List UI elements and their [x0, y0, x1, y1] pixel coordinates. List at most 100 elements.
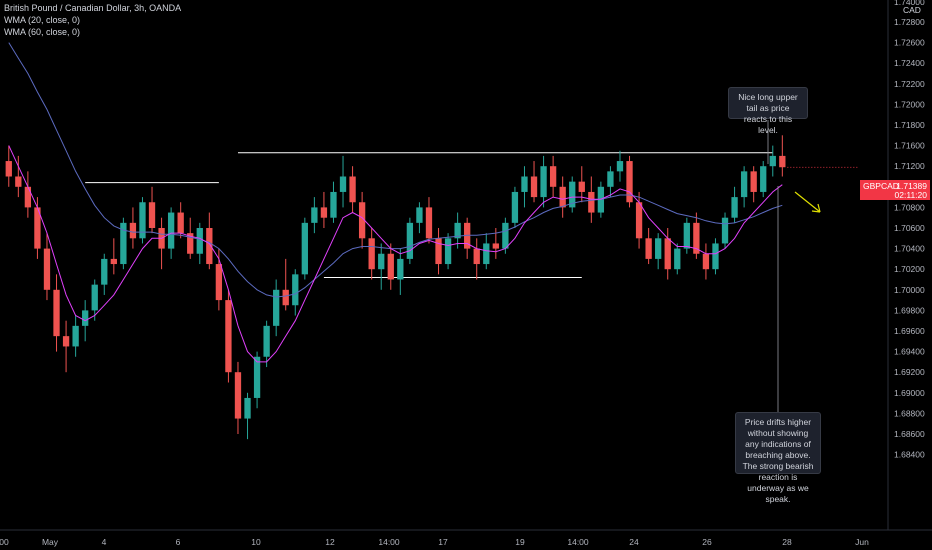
- candle-body: [750, 171, 757, 192]
- candle-44: [425, 197, 433, 244]
- candle-body: [120, 222, 127, 265]
- candle-12: [120, 217, 127, 270]
- candle-38: [368, 228, 375, 280]
- price-tick-label: 1.70800: [894, 202, 925, 212]
- time-tick-label: 00: [0, 537, 9, 547]
- price-tick-label: 1.70600: [894, 223, 925, 233]
- candle-40: [387, 243, 394, 290]
- candle-body: [24, 186, 32, 208]
- annotation-bottom-text: Price drifts higher without showing any …: [742, 417, 814, 504]
- candle-60: [578, 166, 585, 203]
- price-tick-label: 1.70200: [894, 264, 925, 274]
- price-tag-value: 1.71389: [896, 181, 927, 191]
- time-tick-label: 26: [702, 537, 712, 547]
- candle-body: [549, 166, 557, 187]
- candle-body: [502, 222, 509, 249]
- candle-body: [339, 176, 347, 192]
- candle-46: [444, 233, 452, 270]
- candle-body: [177, 212, 184, 234]
- time-tick-label: May: [42, 537, 59, 547]
- candle-body: [167, 212, 175, 249]
- annotation-bottom[interactable]: Price drifts higher without showing any …: [735, 412, 821, 504]
- candle-43: [416, 202, 423, 234]
- candle-body: [655, 238, 662, 259]
- candle-body: [5, 161, 12, 177]
- candle-14: [139, 197, 146, 244]
- candle-body: [43, 248, 51, 290]
- candle-body: [397, 258, 404, 280]
- candle-37: [358, 191, 366, 249]
- candle-28: [273, 279, 280, 337]
- candle-1: [15, 155, 22, 198]
- candle-55: [530, 161, 538, 203]
- candle-body: [263, 325, 270, 357]
- price-tick-label: 1.70000: [894, 285, 925, 295]
- annotation-top[interactable]: Nice long upper tail as price reacts to …: [728, 87, 808, 135]
- candle-body: [674, 248, 681, 270]
- candle-49: [473, 238, 480, 280]
- candle-body: [521, 176, 528, 192]
- price-tick-label: 1.72600: [894, 38, 925, 48]
- candle-body: [72, 325, 79, 347]
- candle-69: [664, 228, 671, 280]
- moving-averages: [8, 42, 783, 363]
- candle-80: [769, 145, 776, 177]
- candle-body: [559, 186, 566, 208]
- candle-body: [616, 161, 624, 172]
- candle-76: [731, 186, 738, 223]
- candle-body: [349, 176, 356, 203]
- candle-body: [721, 217, 729, 244]
- candle-body: [635, 202, 643, 239]
- time-tick-label: 12: [325, 537, 335, 547]
- candle-73: [702, 243, 710, 280]
- annotation-top-text: Nice long upper tail as price reacts to …: [738, 92, 798, 135]
- candle-39: [378, 243, 385, 290]
- candle-body: [282, 289, 289, 306]
- time-tick-label: 6: [176, 537, 181, 547]
- candle-65: [626, 155, 633, 208]
- candle-20: [196, 222, 203, 265]
- chart-legend: British Pound / Canadian Dollar, 3h, OAN…: [4, 2, 181, 38]
- candle-2: [24, 171, 32, 218]
- candle-15: [148, 186, 156, 234]
- candle-body: [215, 264, 223, 301]
- arrow-shaft: [794, 191, 821, 213]
- candles: [5, 135, 786, 440]
- price-tick-label: 1.72000: [894, 99, 925, 109]
- candle-body: [702, 253, 710, 270]
- price-tick-label: 1.71200: [894, 161, 925, 171]
- candle-21: [206, 212, 213, 270]
- candle-24: [234, 361, 242, 434]
- candle-body: [760, 166, 767, 192]
- candle-34: [330, 181, 337, 223]
- candle-10: [101, 253, 108, 295]
- candle-body: [569, 181, 576, 208]
- annotation-elements: [767, 120, 858, 412]
- candle-19: [187, 217, 194, 259]
- candle-36: [349, 166, 356, 213]
- candle-58: [559, 176, 566, 218]
- candle-body: [311, 207, 318, 223]
- price-tag-symbol: GBPCAD: [863, 181, 899, 191]
- candle-6: [62, 320, 70, 373]
- currency-label: CAD: [903, 5, 921, 15]
- price-tick-label: 1.68400: [894, 450, 925, 460]
- candle-41: [397, 248, 404, 295]
- candle-body: [435, 238, 442, 265]
- candle-body: [358, 202, 366, 239]
- candle-body: [425, 207, 433, 239]
- candle-body: [731, 197, 738, 218]
- candle-body: [82, 310, 89, 326]
- candle-18: [177, 202, 184, 239]
- candle-body: [139, 202, 146, 239]
- time-tick-label: 4: [102, 537, 107, 547]
- candle-body: [129, 222, 137, 239]
- candle-body: [244, 397, 251, 419]
- candle-53: [511, 186, 519, 228]
- candle-body: [511, 191, 519, 223]
- candle-body: [779, 155, 786, 168]
- price-tick-label: 1.68600: [894, 429, 925, 439]
- candle-52: [502, 217, 509, 254]
- time-tick-label: 14:00: [378, 537, 400, 547]
- candle-body: [187, 233, 194, 254]
